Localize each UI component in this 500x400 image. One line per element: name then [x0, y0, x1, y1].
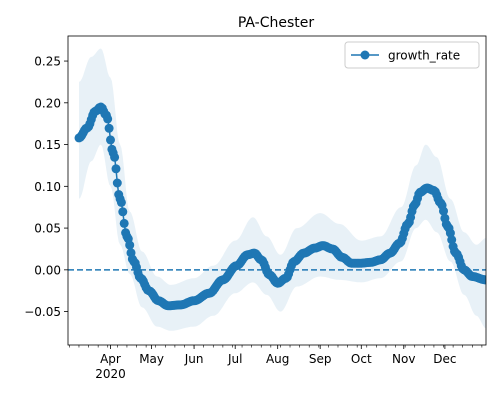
y-tick-label: 0.25	[34, 55, 61, 69]
growth-rate-point	[445, 228, 455, 238]
x-tick-label: Apr	[100, 352, 121, 366]
x-tick-label: Oct	[351, 352, 372, 366]
x-tick-label: Dec	[433, 352, 456, 366]
growth-rate-point	[111, 164, 121, 174]
legend-box	[344, 41, 480, 69]
growth-rate-point	[447, 235, 457, 245]
x-tick-label: Jul	[227, 352, 242, 366]
growth-rate-point	[112, 178, 122, 188]
growth-rate-point	[481, 275, 486, 285]
x-tick-label: Aug	[266, 352, 289, 366]
x-tick-label: May	[139, 352, 164, 366]
legend: growth_rate	[344, 41, 480, 69]
y-tick-label: −0.05	[24, 305, 61, 319]
growth-rate-point	[125, 240, 135, 250]
growth-rate-markers	[74, 102, 486, 311]
legend-label: growth_rate	[388, 49, 460, 63]
x-tick-label: Jun	[184, 352, 204, 366]
x-tick-label: Nov	[392, 352, 415, 366]
growth-rate-point	[119, 218, 129, 228]
chart-title: PA-Chester	[238, 15, 315, 31]
y-axis: −0.05 0.00 0.05 0.10 0.15 0.20 0.25	[24, 55, 68, 319]
growth-rate-point	[103, 114, 113, 124]
growth-rate-point	[106, 135, 115, 145]
growth-rate-point	[439, 206, 448, 216]
x-tick-label: Sep	[309, 352, 332, 366]
y-tick-label: 0.10	[34, 180, 61, 194]
growth-rate-point	[110, 152, 120, 162]
legend-marker-swatch	[360, 50, 370, 60]
y-tick-label: 0.20	[34, 96, 61, 110]
growth-rate-point	[118, 207, 128, 217]
growth-rate-point	[104, 123, 114, 133]
plot-frame	[67, 35, 487, 346]
plot-area	[68, 48, 486, 331]
y-tick-label: 0.05	[34, 222, 61, 236]
x-tick-year-label: 2020	[95, 367, 126, 381]
y-tick-label: 0.00	[34, 263, 61, 277]
y-tick-label: 0.15	[34, 138, 61, 152]
growth-rate-point	[116, 197, 126, 207]
